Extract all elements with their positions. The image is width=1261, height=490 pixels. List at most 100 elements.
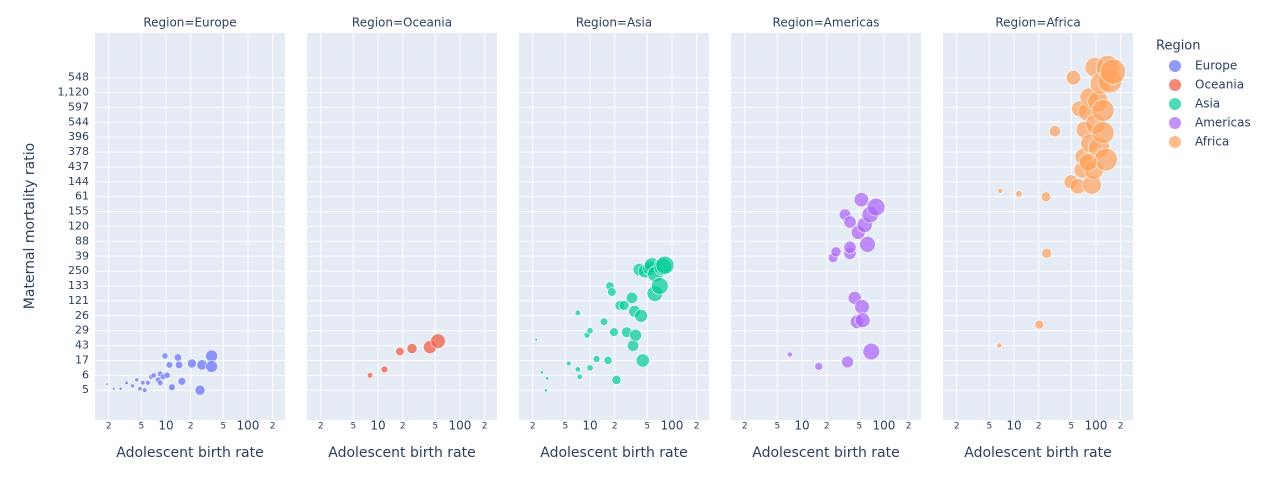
facet-title: Region=Americas	[773, 16, 880, 30]
x-tick-label: 5	[432, 422, 438, 432]
x-tick-label: 2	[742, 422, 748, 432]
x-axis-title: Adolescent birth rate	[752, 445, 900, 461]
x-tick-label: 5	[220, 422, 226, 432]
point	[625, 291, 638, 304]
y-tick-label: 88	[75, 234, 89, 247]
point	[395, 346, 405, 357]
x-tick-label: 10	[158, 419, 173, 433]
point	[843, 215, 857, 229]
x-axis-title: Adolescent birth rate	[964, 445, 1112, 461]
point	[142, 387, 148, 393]
point	[1034, 319, 1045, 330]
facet-title: Region=Europe	[143, 16, 236, 30]
point	[137, 386, 143, 392]
y-axis-title: Maternal mortality ratio	[22, 143, 38, 309]
y-tick-label: 6	[82, 368, 89, 381]
x-axis-title: Adolescent birth rate	[116, 445, 264, 461]
point	[599, 317, 609, 326]
x-tick-label: 100	[661, 419, 684, 433]
x-tick-label: 5	[350, 422, 356, 432]
point	[163, 371, 171, 379]
x-tick-label: 100	[873, 419, 896, 433]
facet-title: Region=Oceania	[352, 16, 452, 30]
x-tick-label: 2	[694, 422, 700, 432]
point	[1099, 58, 1126, 85]
y-tick-label: 120	[68, 220, 89, 233]
point	[1015, 190, 1023, 198]
x-axis-title: Adolescent birth rate	[540, 445, 688, 461]
point	[187, 358, 197, 369]
point	[130, 383, 135, 389]
point	[655, 255, 675, 275]
point	[543, 388, 548, 393]
y-tick-label: 5	[82, 383, 89, 396]
y-tick-label: 144	[68, 175, 89, 188]
x-tick-label: 2	[188, 422, 194, 432]
point	[380, 365, 389, 374]
legend-marker	[1169, 98, 1181, 110]
facet-title: Region=Asia	[576, 16, 652, 30]
legend-label: Oceania	[1195, 78, 1244, 92]
point	[586, 364, 594, 372]
point	[814, 362, 824, 371]
y-tick-label: 17	[75, 353, 89, 366]
point	[854, 299, 870, 315]
x-tick-label: 10	[794, 419, 809, 433]
x-tick-label: 5	[562, 422, 568, 432]
legend-marker	[1169, 117, 1181, 129]
x-tick-label: 10	[582, 419, 597, 433]
point	[165, 361, 174, 369]
x-tick-label: 5	[1068, 422, 1074, 432]
x-tick-label: 2	[612, 422, 618, 432]
y-tick-label: 378	[68, 145, 89, 158]
y-tick-label: 437	[68, 160, 89, 173]
x-tick-label: 2	[1036, 422, 1042, 432]
point	[830, 246, 842, 258]
point	[174, 360, 184, 370]
facet-title: Region=Africa	[995, 16, 1080, 30]
point	[574, 366, 581, 373]
point	[574, 309, 581, 316]
point	[651, 277, 669, 295]
point	[786, 351, 793, 358]
point	[1048, 125, 1061, 138]
point	[150, 372, 157, 379]
point	[1078, 153, 1098, 172]
point	[996, 342, 1003, 349]
legend-marker	[1169, 60, 1181, 72]
point	[862, 342, 880, 361]
legend-marker	[1169, 136, 1181, 148]
y-tick-label: 597	[68, 100, 89, 113]
y-tick-label: 29	[75, 324, 89, 337]
point	[134, 377, 140, 383]
point	[161, 352, 169, 360]
point	[853, 192, 869, 208]
point	[576, 373, 583, 380]
x-tick-label: 2	[1118, 422, 1124, 432]
x-tick-label: 2	[954, 422, 960, 432]
point	[1040, 191, 1052, 202]
point	[124, 380, 129, 385]
point	[634, 309, 648, 323]
y-tick-label: 26	[75, 309, 89, 322]
point	[140, 380, 146, 386]
legend-title: Region	[1156, 39, 1201, 54]
legend-marker	[1169, 79, 1181, 91]
x-axis-title: Adolescent birth rate	[328, 445, 476, 461]
x-tick-label: 10	[370, 419, 385, 433]
point	[635, 353, 650, 368]
legend-label: Africa	[1195, 135, 1229, 149]
point	[540, 370, 544, 375]
point	[1091, 121, 1115, 145]
legend-label: Americas	[1195, 116, 1251, 130]
point	[626, 339, 640, 352]
y-tick-label: 61	[75, 190, 89, 203]
x-tick-label: 10	[1006, 419, 1021, 433]
x-tick-label: 2	[400, 422, 406, 432]
point	[1094, 147, 1118, 172]
point	[566, 360, 572, 367]
point	[866, 197, 886, 217]
point	[545, 376, 550, 381]
